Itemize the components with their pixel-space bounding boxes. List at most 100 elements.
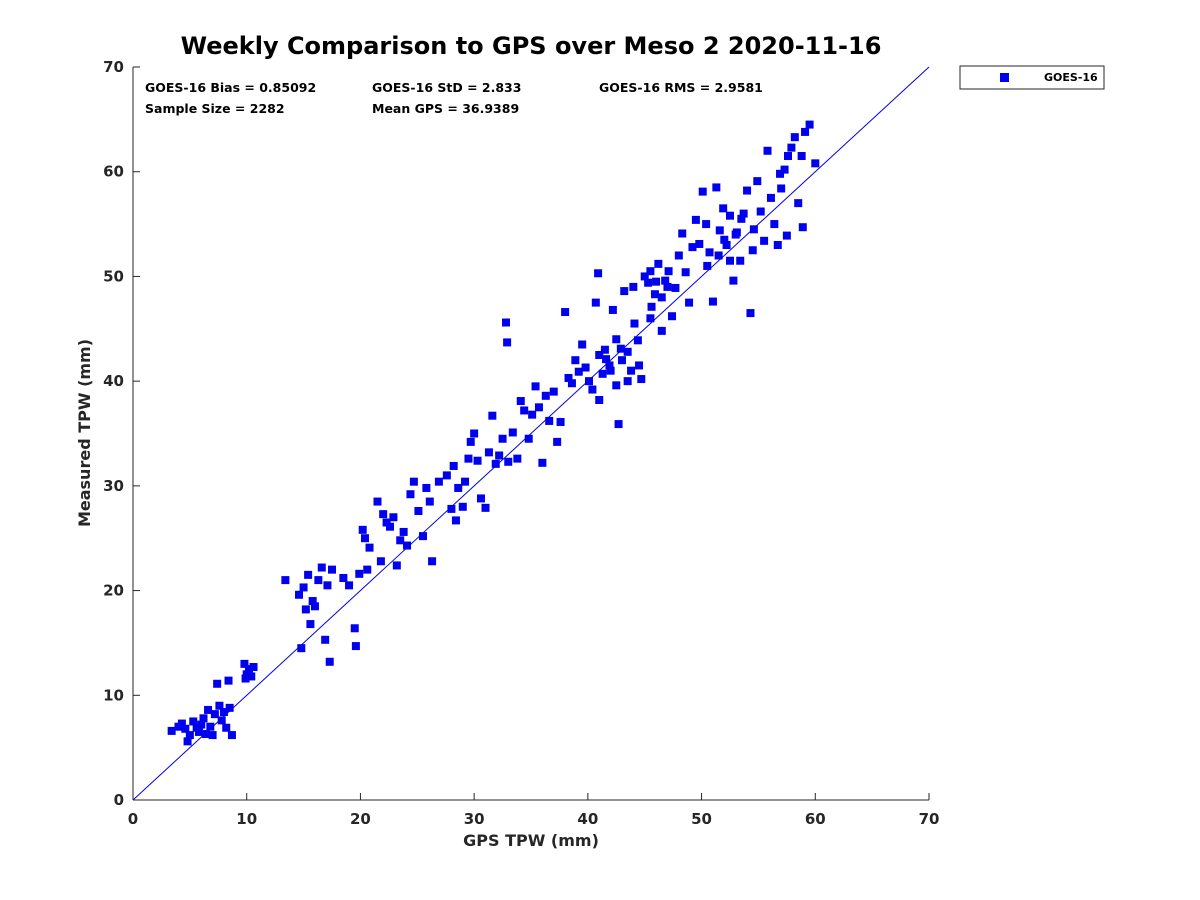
legend-entry-goes16: GOES-16 xyxy=(1044,71,1098,84)
y-tick-label: 60 xyxy=(103,163,124,181)
data-point xyxy=(688,243,697,252)
y-tick-label: 30 xyxy=(103,477,124,495)
data-point xyxy=(204,705,213,714)
data-point xyxy=(681,268,690,277)
data-point xyxy=(685,298,694,307)
data-point xyxy=(513,454,522,463)
data-point xyxy=(476,494,485,503)
data-point xyxy=(240,659,249,668)
data-point xyxy=(396,536,405,545)
x-tick-label: 40 xyxy=(577,810,598,828)
data-point xyxy=(464,454,473,463)
data-point xyxy=(528,410,537,419)
data-point xyxy=(531,382,540,391)
data-point xyxy=(574,367,583,376)
data-point xyxy=(646,314,655,323)
data-point xyxy=(695,239,704,248)
data-point xyxy=(794,199,803,208)
data-point xyxy=(210,710,219,719)
data-point xyxy=(541,391,550,400)
data-point xyxy=(351,642,360,651)
data-point xyxy=(731,230,740,239)
data-point xyxy=(616,344,625,353)
data-point xyxy=(199,714,208,723)
data-point xyxy=(428,557,437,566)
data-point xyxy=(247,672,256,681)
data-point xyxy=(345,581,354,590)
data-point xyxy=(358,525,367,534)
data-point xyxy=(403,541,412,550)
data-point xyxy=(481,503,490,512)
data-point xyxy=(749,225,758,234)
data-point xyxy=(167,726,176,735)
data-point xyxy=(363,565,372,574)
data-point xyxy=(777,184,786,193)
data-point xyxy=(780,165,789,174)
x-tick-label: 30 xyxy=(464,810,485,828)
data-point xyxy=(708,297,717,306)
data-point xyxy=(630,319,639,328)
y-tick-labels: 0 10 20 30 40 50 60 70 xyxy=(103,58,124,809)
data-point xyxy=(241,674,250,683)
x-tick-label: 50 xyxy=(691,810,712,828)
data-point xyxy=(399,527,408,536)
data-point xyxy=(414,506,423,515)
data-point xyxy=(520,406,529,415)
data-point xyxy=(183,737,192,746)
data-point xyxy=(222,723,231,732)
data-point xyxy=(600,345,609,354)
data-point xyxy=(633,336,642,345)
data-point xyxy=(297,644,306,653)
data-point xyxy=(743,186,752,195)
data-point xyxy=(321,635,330,644)
data-point xyxy=(434,477,443,486)
data-point xyxy=(753,177,762,186)
data-point xyxy=(691,215,700,224)
data-point xyxy=(306,620,315,629)
data-point xyxy=(308,597,317,606)
data-point xyxy=(602,355,611,364)
data-point xyxy=(189,717,198,726)
data-point xyxy=(790,133,799,142)
data-point xyxy=(281,576,290,585)
data-point xyxy=(376,557,385,566)
data-point xyxy=(594,269,603,278)
data-point xyxy=(323,581,332,590)
data-point xyxy=(798,223,807,232)
stat-mean-gps: Mean GPS = 36.9389 xyxy=(372,101,519,116)
data-point xyxy=(739,209,748,218)
data-point xyxy=(748,246,757,255)
stat-bias: GOES-16 Bias = 0.85092 xyxy=(145,80,316,95)
data-point xyxy=(192,723,201,732)
data-point xyxy=(598,369,607,378)
data-point xyxy=(654,259,663,268)
data-point xyxy=(756,207,765,216)
data-point xyxy=(524,434,533,443)
data-point xyxy=(646,267,655,276)
data-point xyxy=(620,287,629,296)
data-point xyxy=(360,534,369,543)
data-point xyxy=(623,347,632,356)
data-point xyxy=(664,267,673,276)
data-point xyxy=(644,278,653,287)
y-tick-label: 40 xyxy=(103,372,124,390)
data-point xyxy=(299,583,308,592)
data-point xyxy=(637,375,646,384)
data-point xyxy=(224,676,233,685)
data-point xyxy=(549,387,558,396)
data-point xyxy=(606,366,615,375)
data-point xyxy=(373,497,382,506)
data-point xyxy=(545,416,554,425)
data-point xyxy=(737,214,746,223)
stat-std: GOES-16 StD = 2.833 xyxy=(372,80,521,95)
data-point xyxy=(201,730,210,739)
data-point xyxy=(219,708,228,717)
data-point xyxy=(442,471,451,480)
data-point xyxy=(657,293,666,302)
data-point xyxy=(578,340,587,349)
data-point xyxy=(726,211,734,220)
data-point xyxy=(197,720,206,729)
data-point xyxy=(454,483,463,492)
axis-ticks xyxy=(132,66,930,801)
